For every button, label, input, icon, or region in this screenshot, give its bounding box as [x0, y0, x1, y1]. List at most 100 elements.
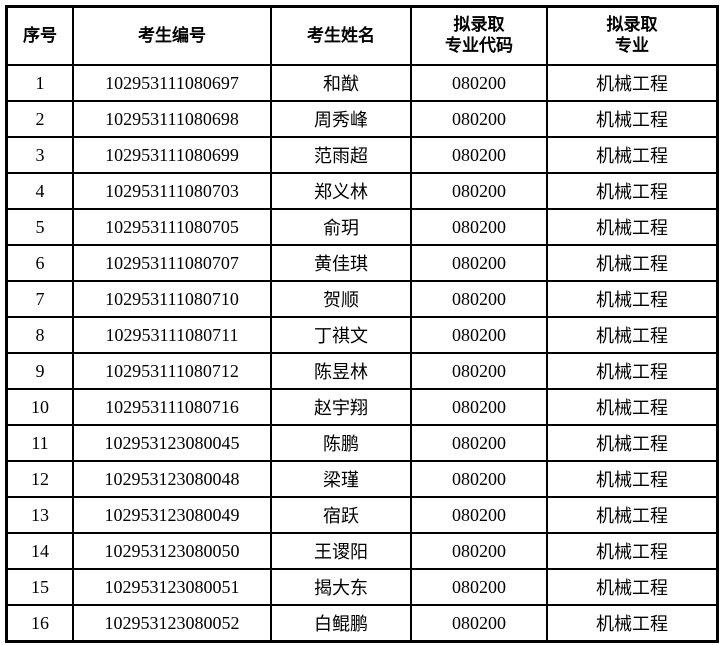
cell-major-code: 080200	[410, 496, 548, 534]
cell-major: 机械工程	[546, 208, 719, 246]
cell-candidate-id: 102953111080698	[72, 100, 272, 138]
table-row: 1 102953111080697 和猷 080200 机械工程	[5, 64, 719, 102]
cell-index: 11	[5, 424, 74, 462]
cell-candidate-id: 102953123080048	[72, 460, 272, 498]
cell-name: 赵宇翔	[270, 388, 412, 426]
cell-index: 2	[5, 100, 74, 138]
cell-name: 贺顺	[270, 280, 412, 318]
cell-major: 机械工程	[546, 64, 719, 102]
cell-index: 15	[5, 568, 74, 606]
cell-major: 机械工程	[546, 604, 719, 643]
cell-index: 7	[5, 280, 74, 318]
table-row: 3 102953111080699 范雨超 080200 机械工程	[5, 136, 719, 174]
cell-name: 丁祺文	[270, 316, 412, 354]
table-row: 16 102953123080052 白鲲鹏 080200 机械工程	[5, 604, 719, 643]
table-row: 14 102953123080050 王谡阳 080200 机械工程	[5, 532, 719, 570]
cell-major-code: 080200	[410, 172, 548, 210]
table-row: 13 102953123080049 宿跃 080200 机械工程	[5, 496, 719, 534]
cell-name: 黄佳琪	[270, 244, 412, 282]
cell-major-code: 080200	[410, 424, 548, 462]
cell-major-code: 080200	[410, 568, 548, 606]
cell-name: 郑义林	[270, 172, 412, 210]
cell-major: 机械工程	[546, 568, 719, 606]
header-index: 序号	[5, 5, 74, 66]
header-major-code: 拟录取 专业代码	[410, 5, 548, 66]
table-row: 5 102953111080705 俞玥 080200 机械工程	[5, 208, 719, 246]
cell-name: 陈昱林	[270, 352, 412, 390]
cell-major: 机械工程	[546, 280, 719, 318]
cell-major-code: 080200	[410, 388, 548, 426]
cell-name: 和猷	[270, 64, 412, 102]
cell-index: 8	[5, 316, 74, 354]
cell-major-code: 080200	[410, 604, 548, 643]
table-row: 15 102953123080051 揭大东 080200 机械工程	[5, 568, 719, 606]
cell-major-code: 080200	[410, 460, 548, 498]
cell-index: 3	[5, 136, 74, 174]
cell-name: 陈鹏	[270, 424, 412, 462]
cell-major-code: 080200	[410, 352, 548, 390]
cell-name: 揭大东	[270, 568, 412, 606]
cell-index: 4	[5, 172, 74, 210]
cell-major-code: 080200	[410, 244, 548, 282]
cell-major: 机械工程	[546, 352, 719, 390]
cell-candidate-id: 102953123080052	[72, 604, 272, 643]
cell-name: 白鲲鹏	[270, 604, 412, 643]
cell-index: 5	[5, 208, 74, 246]
cell-name: 宿跃	[270, 496, 412, 534]
cell-candidate-id: 102953111080707	[72, 244, 272, 282]
cell-major: 机械工程	[546, 244, 719, 282]
cell-major: 机械工程	[546, 424, 719, 462]
cell-candidate-id: 102953111080710	[72, 280, 272, 318]
cell-candidate-id: 102953123080050	[72, 532, 272, 570]
table-row: 6 102953111080707 黄佳琪 080200 机械工程	[5, 244, 719, 282]
cell-candidate-id: 102953111080705	[72, 208, 272, 246]
cell-major-code: 080200	[410, 532, 548, 570]
cell-name: 梁瑾	[270, 460, 412, 498]
cell-major: 机械工程	[546, 532, 719, 570]
cell-major: 机械工程	[546, 388, 719, 426]
cell-index: 13	[5, 496, 74, 534]
table-row: 8 102953111080711 丁祺文 080200 机械工程	[5, 316, 719, 354]
table-row: 7 102953111080710 贺顺 080200 机械工程	[5, 280, 719, 318]
admission-table: 序号 考生编号 考生姓名 拟录取 专业代码 拟录取 专业 1 1029531110…	[5, 5, 719, 643]
cell-major-code: 080200	[410, 100, 548, 138]
header-candidate-id: 考生编号	[72, 5, 272, 66]
table-row: 11 102953123080045 陈鹏 080200 机械工程	[5, 424, 719, 462]
cell-major-code: 080200	[410, 280, 548, 318]
cell-name: 周秀峰	[270, 100, 412, 138]
cell-name: 王谡阳	[270, 532, 412, 570]
cell-major: 机械工程	[546, 136, 719, 174]
cell-major-code: 080200	[410, 64, 548, 102]
cell-major: 机械工程	[546, 496, 719, 534]
cell-candidate-id: 102953123080049	[72, 496, 272, 534]
cell-index: 1	[5, 64, 74, 102]
cell-major: 机械工程	[546, 100, 719, 138]
cell-index: 10	[5, 388, 74, 426]
cell-major: 机械工程	[546, 172, 719, 210]
cell-candidate-id: 102953123080051	[72, 568, 272, 606]
cell-candidate-id: 102953111080716	[72, 388, 272, 426]
cell-major-code: 080200	[410, 208, 548, 246]
table-row: 2 102953111080698 周秀峰 080200 机械工程	[5, 100, 719, 138]
header-row: 序号 考生编号 考生姓名 拟录取 专业代码 拟录取 专业	[5, 5, 719, 66]
cell-index: 9	[5, 352, 74, 390]
cell-candidate-id: 102953123080045	[72, 424, 272, 462]
cell-candidate-id: 102953111080712	[72, 352, 272, 390]
cell-index: 16	[5, 604, 74, 643]
table-row: 12 102953123080048 梁瑾 080200 机械工程	[5, 460, 719, 498]
cell-name: 范雨超	[270, 136, 412, 174]
cell-major: 机械工程	[546, 460, 719, 498]
header-name: 考生姓名	[270, 5, 412, 66]
cell-candidate-id: 102953111080711	[72, 316, 272, 354]
header-major: 拟录取 专业	[546, 5, 719, 66]
table-row: 10 102953111080716 赵宇翔 080200 机械工程	[5, 388, 719, 426]
table-row: 4 102953111080703 郑义林 080200 机械工程	[5, 172, 719, 210]
cell-name: 俞玥	[270, 208, 412, 246]
cell-candidate-id: 102953111080703	[72, 172, 272, 210]
table-row: 9 102953111080712 陈昱林 080200 机械工程	[5, 352, 719, 390]
cell-index: 12	[5, 460, 74, 498]
cell-major: 机械工程	[546, 316, 719, 354]
cell-candidate-id: 102953111080697	[72, 64, 272, 102]
cell-index: 14	[5, 532, 74, 570]
cell-major-code: 080200	[410, 316, 548, 354]
